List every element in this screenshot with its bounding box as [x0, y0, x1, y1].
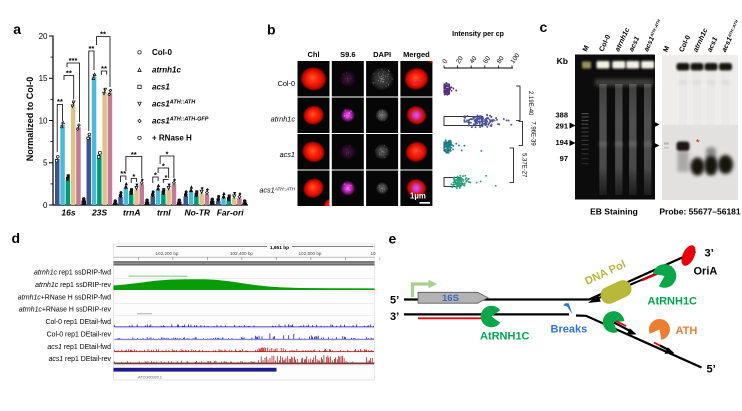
svg-text:Col-0 rep1 DEtail-rev: Col-0 rep1 DEtail-rev [47, 331, 112, 338]
svg-text:*: * [165, 175, 168, 182]
svg-text:No-TR: No-TR [185, 208, 211, 218]
svg-text:atrnh1c rep1 ssDRIP-rev: atrnh1c rep1 ssDRIP-rev [35, 282, 111, 289]
svg-text:3’: 3’ [390, 311, 399, 323]
svg-text:291: 291 [555, 122, 568, 131]
svg-text:*: * [696, 138, 700, 148]
svg-text:20: 20 [455, 55, 465, 65]
svg-text:trnA: trnA [123, 208, 140, 218]
svg-text:Breaks: Breaks [551, 324, 588, 336]
svg-text:102,400 bp: 102,400 bp [230, 251, 253, 256]
svg-text:acs1: acs1 [280, 150, 295, 159]
svg-text:e: e [389, 231, 397, 247]
svg-text:3’: 3’ [705, 248, 714, 260]
svg-text:16s: 16s [61, 208, 75, 218]
svg-text:10: 10 [370, 251, 376, 256]
svg-text:***: *** [69, 56, 78, 65]
svg-text:Col-0: Col-0 [152, 48, 173, 57]
svg-text:1µm: 1µm [410, 192, 426, 201]
svg-text:102,600 bp: 102,600 bp [299, 251, 322, 256]
svg-text:Col-0: Col-0 [598, 34, 612, 53]
svg-text:acs1ATH::ATH: acs1ATH::ATH [259, 186, 295, 195]
svg-text:Col-0: Col-0 [278, 79, 295, 88]
svg-text:Probe: 55677–56181: Probe: 55677–56181 [659, 207, 741, 217]
svg-text:acs1: acs1 [628, 36, 641, 53]
svg-text:AtRNH1C: AtRNH1C [480, 331, 530, 343]
svg-text:+ RNase H: + RNase H [152, 134, 192, 143]
svg-text:5’: 5’ [707, 364, 716, 376]
svg-text:100: 100 [509, 52, 521, 65]
svg-text:2.19E-40: 2.19E-40 [527, 91, 533, 116]
svg-text:**: ** [66, 69, 72, 78]
svg-text:OriA: OriA [694, 266, 718, 278]
svg-text:*: * [166, 150, 169, 159]
svg-text:7.96E-39: 7.96E-39 [530, 121, 536, 146]
svg-text:16S: 16S [442, 293, 460, 304]
svg-text:20: 20 [39, 32, 48, 41]
svg-text:Chl: Chl [307, 50, 319, 59]
svg-text:AtRNH1C: AtRNH1C [648, 296, 698, 308]
svg-text:acs1ATH::ATH-GFP: acs1ATH::ATH-GFP [152, 117, 209, 126]
svg-text:S9.6: S9.6 [340, 50, 355, 59]
svg-text:DAPI: DAPI [373, 50, 391, 59]
svg-text:Intensity per cp: Intensity per cp [452, 31, 504, 38]
svg-text:5’: 5’ [390, 295, 399, 307]
svg-text:0: 0 [43, 201, 48, 210]
svg-text:M: M [582, 44, 591, 52]
svg-text:*: * [132, 172, 135, 181]
svg-text:388: 388 [555, 111, 568, 120]
svg-text:ATCG00920.1: ATCG00920.1 [138, 376, 162, 380]
svg-text:60: 60 [482, 55, 492, 65]
svg-text:40: 40 [469, 55, 479, 65]
svg-text:acs1ATH::ATH: acs1ATH::ATH [720, 19, 742, 53]
svg-text:atrnh1c: atrnh1c [271, 115, 296, 124]
svg-text:10: 10 [39, 116, 48, 125]
svg-text:ATH: ATH [676, 325, 698, 337]
svg-text:atrnh1c+RNase H ssDRIP-rev: atrnh1c+RNase H ssDRIP-rev [19, 307, 112, 314]
svg-text:194: 194 [555, 138, 568, 147]
svg-text:M: M [662, 45, 671, 53]
svg-text:102,200 bp: 102,200 bp [156, 251, 179, 256]
svg-text:atrnh1c rep1 ssDRIP-fwd: atrnh1c rep1 ssDRIP-fwd [34, 270, 111, 277]
svg-text:acs1 rep1 DEtail-fwd: acs1 rep1 DEtail-fwd [47, 344, 111, 351]
svg-text:acs1ATH::ATH: acs1ATH::ATH [642, 18, 664, 52]
svg-text:5.37E-27: 5.37E-27 [521, 153, 527, 178]
svg-text:EB Staining: EB Staining [590, 207, 638, 217]
svg-text:Kb: Kb [557, 56, 568, 66]
svg-text:atrnh1c: atrnh1c [152, 66, 181, 75]
svg-text:1,651 bp: 1,651 bp [270, 245, 289, 251]
svg-text:b: b [267, 22, 276, 38]
svg-text:*: * [154, 171, 157, 180]
svg-text:Far-ori: Far-ori [217, 208, 245, 218]
svg-text:5: 5 [43, 159, 48, 168]
svg-text:**: ** [88, 44, 94, 53]
svg-text:97: 97 [560, 154, 568, 163]
svg-text:a: a [13, 21, 21, 37]
svg-text:c: c [540, 19, 548, 35]
svg-text:acs1: acs1 [706, 36, 719, 53]
svg-text:Merged: Merged [403, 50, 430, 59]
svg-text:Col-0 rep1 DEtail-fwd: Col-0 rep1 DEtail-fwd [46, 319, 112, 326]
svg-text:0: 0 [441, 58, 449, 65]
svg-text:23S: 23S [91, 208, 107, 218]
svg-text:*: * [162, 162, 165, 171]
svg-text:80: 80 [496, 55, 506, 65]
svg-text:**: ** [131, 150, 137, 159]
svg-text:d: d [12, 230, 21, 246]
svg-text:acs1 rep1 DEtail-rev: acs1 rep1 DEtail-rev [49, 356, 112, 363]
svg-text:Col-0: Col-0 [678, 34, 692, 53]
svg-text:acs1: acs1 [152, 83, 170, 92]
svg-text:atrnh1c+RNase H ssDRIP-fwd: atrnh1c+RNase H ssDRIP-fwd [18, 294, 111, 301]
svg-text:**: ** [101, 64, 107, 73]
svg-text:trnI: trnI [157, 208, 171, 218]
svg-text:**: ** [100, 30, 106, 39]
svg-text:**: ** [57, 97, 63, 106]
svg-text:15: 15 [39, 74, 48, 83]
svg-text:**: ** [120, 169, 126, 178]
svg-text:acs1ATH::ATH: acs1ATH::ATH [152, 100, 196, 109]
svg-text:Normalized to Col-0: Normalized to Col-0 [25, 77, 35, 162]
